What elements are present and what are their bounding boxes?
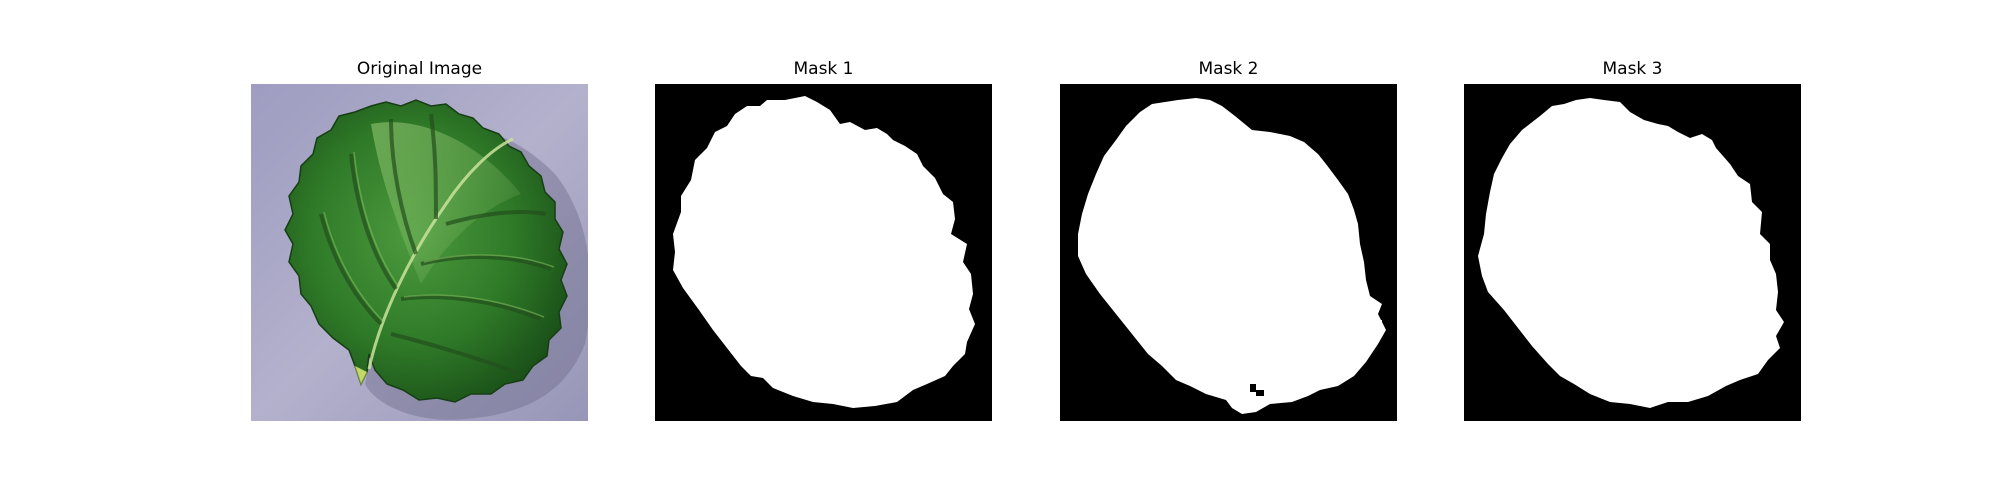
panel-mask-2: Mask 2	[1060, 0, 1397, 500]
panel-title: Original Image	[356, 59, 483, 79]
panel-original-image: Original Image	[251, 0, 588, 500]
panel-mask-1: Mask 1	[655, 0, 992, 500]
leaf-mask	[1464, 84, 1801, 421]
panel-title: Mask 3	[1602, 59, 1663, 79]
panel-title: Mask 2	[1198, 59, 1259, 79]
panel-mask-3: Mask 3	[1464, 0, 1801, 500]
leaf-mask	[655, 84, 992, 421]
leaf-photo	[251, 84, 588, 421]
panel-title: Mask 1	[793, 59, 854, 79]
leaf-mask	[1060, 84, 1397, 421]
